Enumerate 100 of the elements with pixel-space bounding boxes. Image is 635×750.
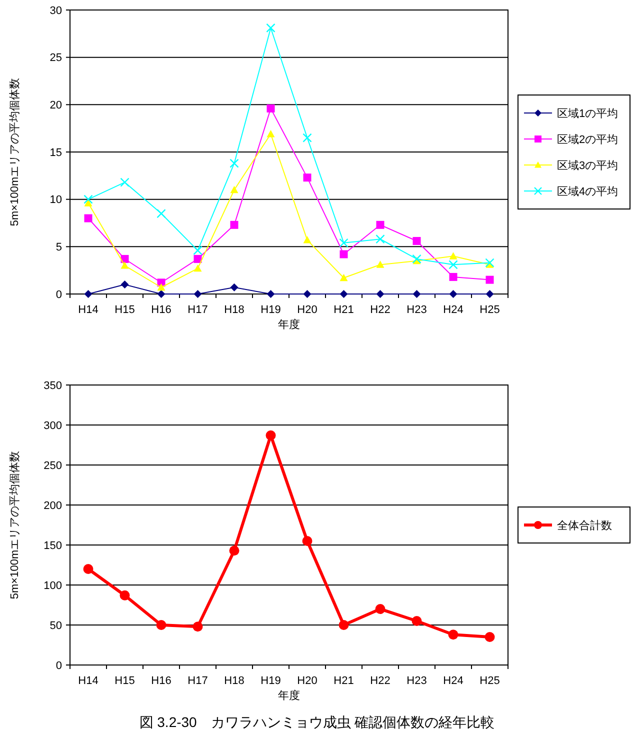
x-tick-label: H22 [370, 304, 390, 316]
point [84, 194, 93, 204]
point [120, 280, 129, 289]
y-tick-label: 5 [56, 242, 62, 254]
point [120, 178, 130, 187]
x-axis-title: 年度 [278, 689, 300, 702]
x-tick-label: H17 [188, 304, 208, 316]
point [340, 274, 348, 282]
x-tick-label: H15 [114, 675, 135, 687]
y-tick-label: 350 [44, 380, 62, 392]
point [449, 290, 458, 298]
point [448, 260, 458, 270]
point [266, 290, 275, 298]
point [449, 272, 458, 281]
legend-label: 区域3の平均 [557, 158, 618, 172]
y-tick-label: 30 [50, 4, 62, 17]
point [376, 234, 385, 244]
x-tick-label: H17 [188, 675, 208, 687]
point [120, 254, 129, 263]
x-tick-label: H14 [78, 675, 98, 687]
point [192, 622, 203, 632]
x-tick-label: H22 [370, 675, 390, 687]
x-tick-label: H14 [78, 304, 98, 316]
y-tick-label: 15 [50, 146, 62, 159]
point [375, 604, 386, 614]
point [303, 290, 312, 298]
legend-label: 全体合計数 [557, 518, 612, 532]
point [340, 250, 348, 258]
y-tick-label: 100 [44, 580, 62, 592]
y-tick-label: 50 [50, 620, 62, 632]
point [230, 283, 238, 292]
y-tick-label: 200 [44, 500, 62, 512]
point [412, 290, 421, 298]
x-tick-label: H20 [297, 675, 318, 687]
x-tick-label: H18 [224, 675, 244, 687]
x-tick-label: H23 [406, 675, 427, 687]
legend-label: 区域1の平均 [557, 106, 618, 120]
point [412, 616, 422, 626]
point [484, 632, 495, 642]
x-tick-label: H25 [480, 304, 500, 316]
point [486, 290, 494, 298]
y-axis-title: 5m×100mエリアの平均個体数 [9, 78, 21, 226]
point [84, 199, 92, 206]
caption: 図 3.2-30 カワラハンミョウ成虫 確認個体数の経年比較 [139, 714, 495, 730]
point [302, 536, 312, 546]
point [230, 220, 238, 229]
y-tick-label: 300 [44, 420, 62, 432]
y-tick-label: 0 [56, 288, 62, 301]
point [194, 254, 202, 263]
point [84, 290, 92, 298]
point [266, 23, 276, 33]
x-tick-label: H16 [151, 304, 172, 316]
x-tick-label: H24 [443, 304, 464, 316]
point [339, 238, 348, 248]
point [120, 590, 130, 600]
point [230, 158, 239, 168]
point [194, 290, 202, 298]
point [412, 236, 421, 245]
point [302, 133, 312, 142]
point [156, 620, 166, 630]
point [266, 130, 275, 138]
y-tick-label: 20 [50, 100, 62, 112]
y-tick-label: 250 [44, 460, 62, 472]
point [303, 174, 312, 182]
point [486, 276, 494, 284]
x-axis-title: 年度 [278, 318, 300, 331]
x-tick-label: H18 [224, 304, 244, 316]
point [376, 290, 384, 298]
point [340, 290, 348, 298]
point [266, 104, 275, 112]
point [449, 252, 458, 260]
point [156, 208, 166, 218]
x-tick-label: H19 [260, 304, 281, 316]
x-tick-label: H16 [151, 675, 172, 687]
x-tick-label: H15 [114, 304, 135, 316]
y-tick-label: 150 [44, 540, 62, 552]
point [448, 630, 458, 640]
point [412, 254, 422, 264]
point [157, 283, 166, 291]
point [229, 546, 240, 556]
x-tick-label: H20 [297, 304, 318, 316]
point [338, 620, 349, 630]
point [376, 220, 384, 229]
x-tick-label: H21 [334, 675, 354, 687]
x-tick-label: H21 [334, 304, 354, 316]
point [193, 246, 202, 256]
x-tick-label: H23 [406, 304, 427, 316]
point [230, 186, 238, 194]
point [194, 264, 202, 272]
point [83, 564, 94, 574]
point [120, 262, 129, 269]
point [84, 214, 92, 222]
y-tick-label: 25 [50, 52, 62, 64]
legend-label: 区域4の平均 [557, 184, 618, 198]
x-tick-label: H25 [480, 675, 500, 687]
y-tick-label: 10 [50, 194, 62, 206]
point [266, 430, 276, 440]
legend-label: 区域2の平均 [557, 132, 618, 146]
point [376, 260, 384, 268]
point [485, 258, 494, 268]
